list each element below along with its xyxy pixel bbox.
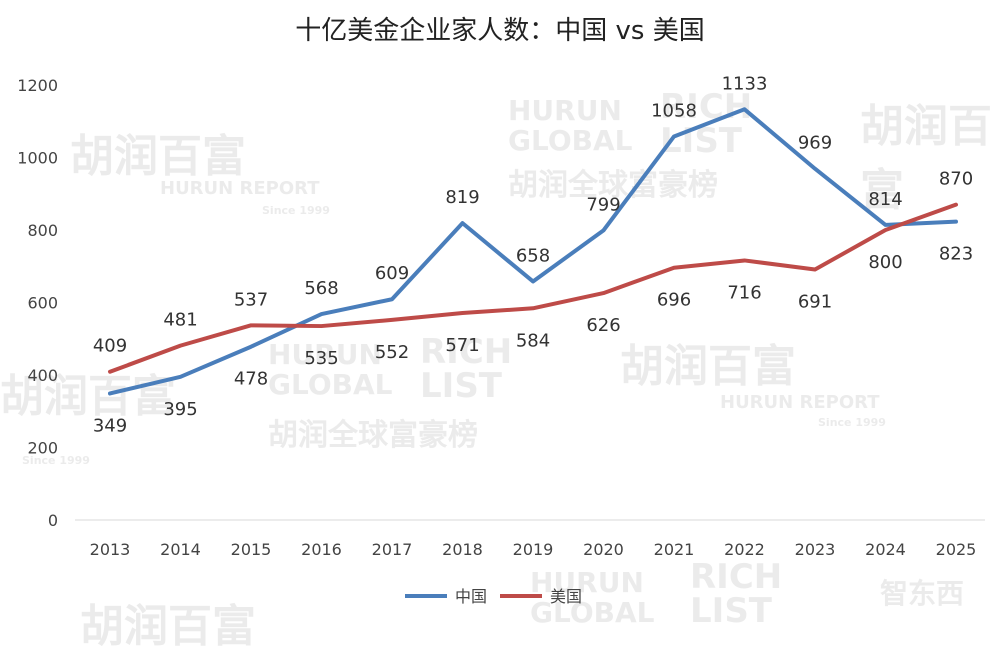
x-tick-label: 2020 <box>583 540 624 559</box>
x-tick-label: 2016 <box>301 540 342 559</box>
chart: 胡润百富 HURUN REPORT Since 1999 HURUN GLOBA… <box>0 16 992 652</box>
data-label-china: 478 <box>234 369 268 390</box>
x-tick-label: 2013 <box>90 540 131 559</box>
data-label-china: 823 <box>939 244 973 265</box>
data-label-usa: 481 <box>163 310 197 331</box>
data-label-china: 609 <box>375 263 409 284</box>
y-tick-label: 400 <box>27 366 58 385</box>
y-tick-label: 0 <box>48 511 58 530</box>
data-label-usa: 626 <box>586 315 620 336</box>
data-label-china: 969 <box>798 133 832 154</box>
x-tick-label: 2014 <box>160 540 201 559</box>
chart-title: 十亿美金企业家人数：中国 vs 美国 <box>295 16 705 46</box>
y-tick-label: 200 <box>27 439 58 458</box>
y-tick-label: 1000 <box>17 149 58 168</box>
data-label-china: 568 <box>304 278 338 299</box>
data-label-usa: 409 <box>93 336 127 357</box>
x-tick-label: 2019 <box>513 540 554 559</box>
x-tick-label: 2017 <box>372 540 413 559</box>
x-tick-label: 2025 <box>936 540 977 559</box>
data-label-usa: 870 <box>939 169 973 190</box>
legend-label-china: 中国 <box>455 587 487 606</box>
legend-label-usa: 美国 <box>550 587 582 606</box>
data-label-china: 1133 <box>722 73 768 94</box>
data-label-china: 395 <box>163 399 197 420</box>
x-tick-label: 2015 <box>231 540 272 559</box>
series-line-usa <box>108 202 958 374</box>
data-label-china: 814 <box>868 189 902 210</box>
series-line-china <box>108 107 958 396</box>
data-label-usa: 537 <box>234 289 268 310</box>
data-label-usa: 535 <box>304 348 338 369</box>
data-label-china: 349 <box>93 415 127 436</box>
data-label-usa: 571 <box>445 335 479 356</box>
y-tick-label: 800 <box>27 221 58 240</box>
x-tick-label: 2024 <box>865 540 906 559</box>
x-tick-label: 2018 <box>442 540 483 559</box>
data-label-usa: 691 <box>798 292 832 313</box>
y-tick-label: 600 <box>27 294 58 313</box>
data-label-china: 658 <box>516 245 550 266</box>
data-label-china: 1058 <box>651 100 697 121</box>
data-label-usa: 584 <box>516 330 550 351</box>
data-label-usa: 696 <box>657 290 691 311</box>
data-label-usa: 800 <box>868 252 902 273</box>
y-tick-label: 1200 <box>17 76 58 95</box>
x-tick-label: 2023 <box>795 540 836 559</box>
line-chart-svg: 0 200 400 600 800 1000 1200 2013 2014 2015 2016 201… <box>17 73 985 606</box>
x-tick-label: 2022 <box>724 540 765 559</box>
data-label-china: 819 <box>445 187 479 208</box>
data-label-china: 799 <box>586 194 620 215</box>
x-tick-label: 2021 <box>654 540 695 559</box>
data-label-usa: 552 <box>375 342 409 363</box>
data-label-usa: 716 <box>727 282 761 303</box>
